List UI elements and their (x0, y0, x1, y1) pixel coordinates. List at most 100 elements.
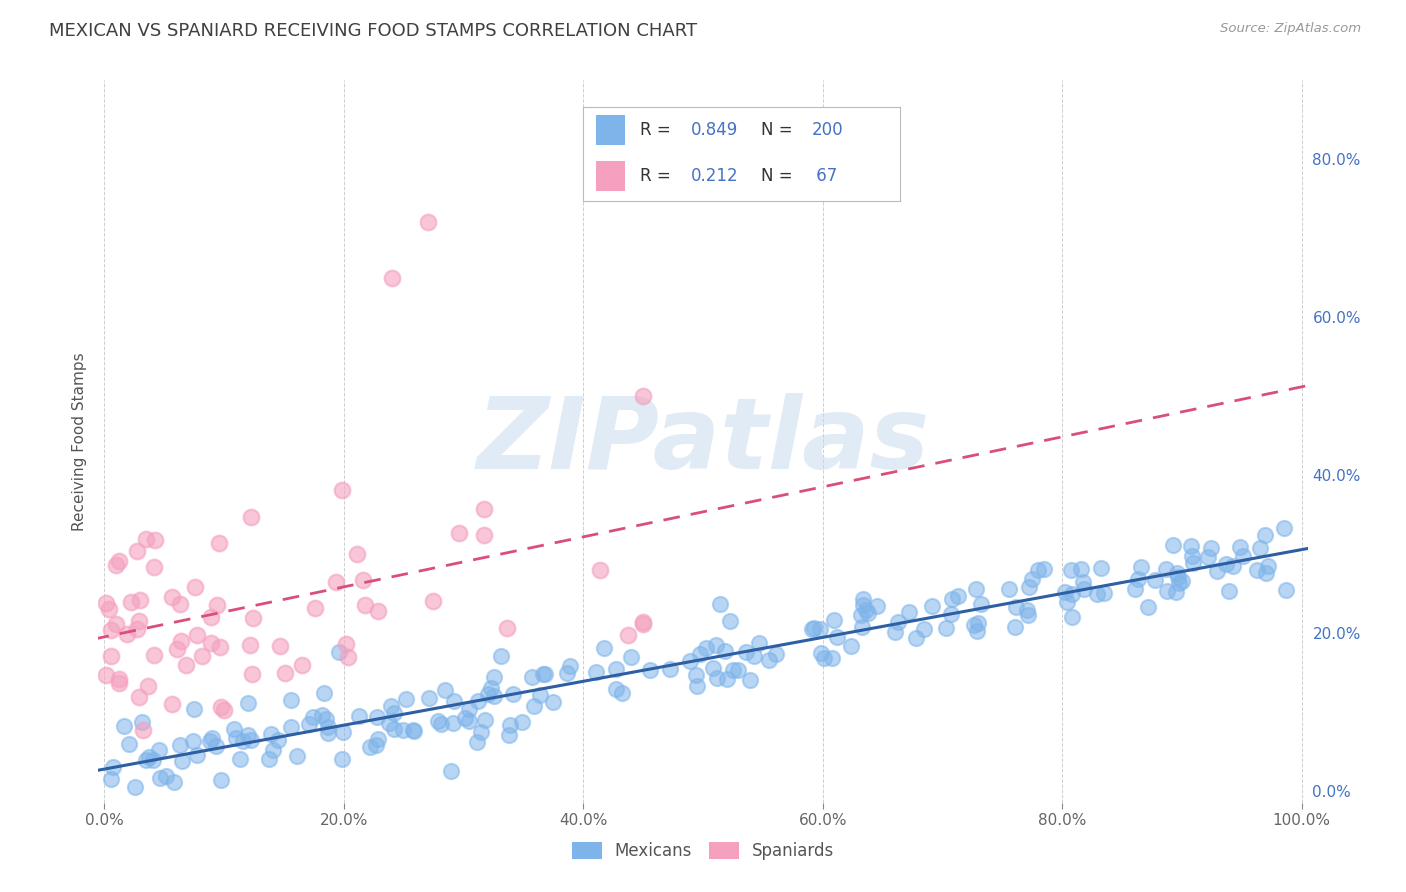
Point (716, 672, 738, 686)
Point (225, 731, 247, 745)
Point (467, 694, 489, 708)
Point (541, 695, 564, 709)
Point (191, 649, 214, 664)
Point (291, 658, 314, 673)
Point (416, 215, 439, 229)
Point (495, 622, 517, 636)
Point (533, 666, 555, 681)
Point (1181, 549, 1204, 563)
Point (138, 750, 160, 764)
Point (610, 686, 633, 700)
Point (883, 624, 905, 639)
Y-axis label: Receiving Food Stamps: Receiving Food Stamps (72, 352, 87, 531)
Point (1201, 541, 1223, 555)
Point (205, 599, 228, 613)
Point (200, 734, 222, 748)
Point (312, 686, 335, 700)
Point (477, 687, 499, 701)
Point (316, 725, 339, 739)
Point (458, 714, 481, 728)
Point (702, 661, 724, 675)
Point (589, 563, 612, 577)
Point (183, 580, 205, 594)
Point (200, 636, 222, 650)
Point (297, 717, 319, 731)
Point (325, 574, 347, 589)
Point (1254, 566, 1277, 580)
Point (685, 668, 707, 682)
Point (280, 720, 302, 734)
Point (1060, 563, 1083, 577)
Point (852, 591, 875, 606)
Point (904, 631, 927, 645)
Point (120, 595, 142, 609)
Point (1249, 541, 1271, 556)
Point (1229, 541, 1251, 555)
Point (658, 662, 681, 676)
Point (1164, 585, 1187, 599)
Point (1156, 562, 1178, 576)
Text: Source: ZipAtlas.com: Source: ZipAtlas.com (1220, 22, 1361, 36)
Point (115, 627, 138, 641)
Text: MEXICAN VS SPANIARD RECEIVING FOOD STAMPS CORRELATION CHART: MEXICAN VS SPANIARD RECEIVING FOOD STAMP… (49, 22, 697, 40)
Point (352, 573, 374, 587)
Point (1018, 580, 1040, 594)
Point (1060, 610, 1083, 624)
Point (236, 696, 259, 710)
Point (127, 544, 149, 558)
Text: 0.849: 0.849 (692, 121, 738, 139)
Point (201, 731, 224, 745)
Point (727, 664, 749, 678)
Point (132, 723, 155, 738)
Point (128, 614, 150, 628)
Point (935, 621, 957, 635)
Point (240, 510, 263, 524)
Point (163, 775, 186, 789)
Point (498, 728, 520, 742)
Point (311, 707, 333, 722)
Point (449, 526, 471, 541)
Point (346, 547, 368, 561)
Point (1070, 562, 1092, 576)
Point (948, 590, 970, 604)
Point (94, 667, 117, 681)
Point (380, 699, 402, 714)
Point (100, 623, 122, 637)
Point (429, 717, 451, 731)
Point (118, 737, 141, 751)
Point (1017, 607, 1039, 622)
Point (808, 622, 831, 636)
Point (721, 663, 744, 677)
Point (866, 599, 889, 613)
Point (1123, 582, 1146, 596)
FancyBboxPatch shape (596, 115, 624, 145)
Point (143, 559, 166, 574)
Point (1143, 573, 1166, 587)
Point (367, 731, 389, 746)
Point (240, 666, 263, 681)
Point (1197, 550, 1219, 565)
Point (765, 647, 787, 661)
Point (208, 536, 231, 550)
Point (1053, 585, 1076, 599)
Point (1167, 575, 1189, 590)
Point (800, 622, 823, 636)
Point (558, 659, 581, 673)
Point (941, 592, 963, 607)
Point (709, 597, 731, 611)
Point (605, 662, 627, 676)
Point (886, 615, 908, 629)
Point (1180, 539, 1202, 553)
Point (128, 690, 150, 704)
Point (529, 688, 551, 702)
Point (557, 666, 579, 681)
Text: N =: N = (761, 168, 792, 186)
Point (631, 389, 654, 403)
Point (382, 723, 405, 737)
Point (149, 771, 172, 785)
Point (269, 639, 291, 653)
Point (257, 751, 280, 765)
Point (209, 700, 232, 714)
Point (585, 665, 607, 679)
Point (1222, 558, 1244, 573)
